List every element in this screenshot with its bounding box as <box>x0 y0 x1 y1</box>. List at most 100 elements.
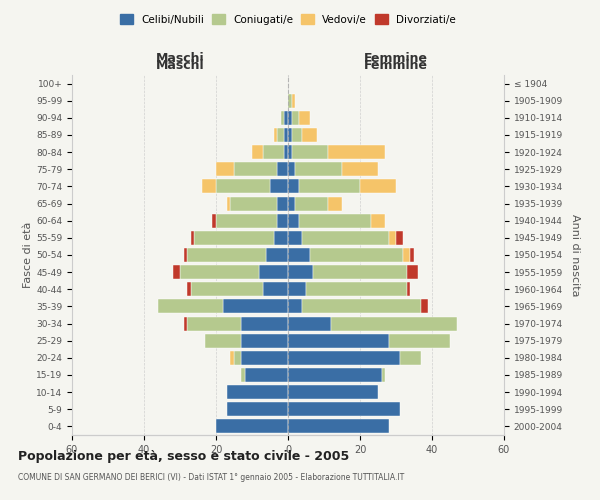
Bar <box>202 180 216 194</box>
Bar <box>407 282 410 296</box>
Bar <box>216 162 234 176</box>
Bar <box>360 180 396 194</box>
Bar <box>292 111 299 125</box>
Bar <box>342 162 378 176</box>
Bar <box>288 180 299 194</box>
Bar <box>331 316 457 330</box>
Y-axis label: Fasce di età: Fasce di età <box>23 222 33 288</box>
Bar <box>328 145 385 159</box>
Bar <box>187 282 191 296</box>
Bar <box>288 231 302 245</box>
Bar <box>299 214 371 228</box>
Bar <box>173 265 180 279</box>
Bar <box>389 231 396 245</box>
Bar <box>410 248 414 262</box>
Bar <box>288 196 295 210</box>
Bar <box>187 316 241 330</box>
Bar <box>281 111 284 125</box>
Bar <box>263 282 288 296</box>
Bar <box>227 385 288 399</box>
Text: Maschi: Maschi <box>155 60 205 72</box>
Bar <box>407 265 418 279</box>
Bar <box>263 145 284 159</box>
Bar <box>310 248 403 262</box>
Bar <box>306 282 407 296</box>
Bar <box>158 300 223 314</box>
Bar <box>288 402 400 416</box>
Bar <box>302 128 317 142</box>
Bar <box>184 316 187 330</box>
Bar <box>252 145 263 159</box>
Bar <box>288 334 389 347</box>
Bar <box>234 162 277 176</box>
Bar <box>212 214 216 228</box>
Bar <box>270 180 288 194</box>
Bar <box>403 248 410 262</box>
Bar <box>396 231 403 245</box>
Bar <box>184 248 187 262</box>
Bar <box>277 196 288 210</box>
Bar <box>288 162 295 176</box>
Bar <box>288 420 389 434</box>
Bar <box>288 385 378 399</box>
Bar <box>299 180 360 194</box>
Legend: Celibi/Nubili, Coniugati/e, Vedovi/e, Divorziati/e: Celibi/Nubili, Coniugati/e, Vedovi/e, Di… <box>116 10 460 29</box>
Bar <box>284 145 288 159</box>
Bar <box>400 351 421 365</box>
Bar <box>216 180 270 194</box>
Bar <box>194 231 274 245</box>
Bar <box>191 231 194 245</box>
Bar <box>288 111 292 125</box>
Text: Femmine: Femmine <box>364 60 428 72</box>
Bar <box>284 111 288 125</box>
Bar <box>230 351 234 365</box>
Bar <box>234 351 241 365</box>
Bar <box>205 334 241 347</box>
Bar <box>266 248 288 262</box>
Bar <box>421 300 428 314</box>
Bar <box>241 368 245 382</box>
Bar <box>227 402 288 416</box>
Bar <box>288 300 302 314</box>
Bar <box>223 300 288 314</box>
Bar <box>216 420 288 434</box>
Bar <box>292 94 295 108</box>
Bar <box>302 231 389 245</box>
Bar <box>288 94 292 108</box>
Bar <box>288 145 292 159</box>
Bar <box>288 316 331 330</box>
Bar <box>277 162 288 176</box>
Bar <box>295 196 328 210</box>
Text: COMUNE DI SAN GERMANO DEI BERICI (VI) - Dati ISTAT 1° gennaio 2005 - Elaborazion: COMUNE DI SAN GERMANO DEI BERICI (VI) - … <box>18 473 404 482</box>
Bar <box>216 214 277 228</box>
Text: Popolazione per età, sesso e stato civile - 2005: Popolazione per età, sesso e stato civil… <box>18 450 349 463</box>
Bar <box>259 265 288 279</box>
Bar <box>382 368 385 382</box>
Text: Maschi: Maschi <box>155 52 205 65</box>
Y-axis label: Anni di nascita: Anni di nascita <box>569 214 580 296</box>
Bar <box>241 351 288 365</box>
Bar <box>288 282 306 296</box>
Bar <box>284 128 288 142</box>
Bar <box>328 196 342 210</box>
Bar <box>302 300 421 314</box>
Bar <box>288 368 382 382</box>
Bar <box>288 128 292 142</box>
Bar <box>241 334 288 347</box>
Bar <box>292 128 302 142</box>
Bar <box>274 128 277 142</box>
Bar <box>299 111 310 125</box>
Bar <box>187 248 266 262</box>
Bar <box>230 196 277 210</box>
Bar <box>313 265 407 279</box>
Bar <box>191 282 263 296</box>
Text: Femmine: Femmine <box>364 52 428 65</box>
Bar <box>389 334 450 347</box>
Bar <box>277 214 288 228</box>
Bar <box>180 265 259 279</box>
Bar <box>292 145 328 159</box>
Bar <box>245 368 288 382</box>
Bar <box>227 196 230 210</box>
Bar <box>295 162 342 176</box>
Bar <box>288 351 400 365</box>
